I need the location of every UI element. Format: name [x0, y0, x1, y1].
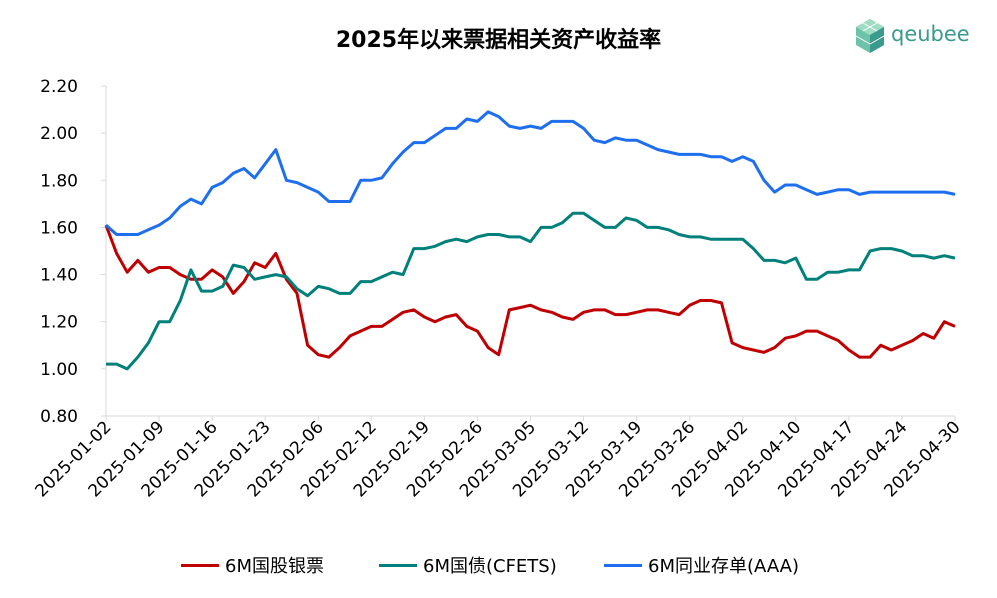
legend-swatch — [181, 563, 219, 567]
legend-item-2: 6M同业存单(AAA) — [604, 552, 799, 578]
legend-label: 6M国股银票 — [225, 556, 324, 577]
series-line-2 — [105, 110, 956, 236]
legend-swatch — [604, 563, 642, 567]
y-tick-label: 1.80 — [40, 171, 78, 191]
cube-logo-icon — [855, 19, 885, 53]
y-tick-label: 1.60 — [40, 218, 78, 238]
chart-title: 2025年以来票据相关资产收益率 — [335, 28, 662, 53]
legend: 6M国股银票 6M国债(CFETS) 6M同业存单(AAA) — [0, 552, 997, 578]
series-layer — [104, 110, 956, 371]
y-tick-label: 1.00 — [40, 360, 78, 380]
legend-label: 6M同业存单(AAA) — [648, 556, 799, 577]
y-axis: 0.80 1.00 1.20 1.40 1.60 1.80 2.00 2.20 — [40, 77, 107, 427]
y-tick-label: 2.00 — [40, 124, 78, 144]
brand-logo: qeubee — [853, 17, 983, 57]
series-line-0 — [104, 224, 956, 359]
y-tick-label: 0.80 — [40, 407, 78, 427]
legend-label: 6M国债(CFETS) — [423, 556, 557, 577]
legend-item-0: 6M国股银票 — [181, 552, 324, 578]
series-line-1 — [106, 211, 956, 371]
logo-text: qeubee — [891, 22, 970, 46]
x-axis: 2025-01-022025-01-092025-01-162025-01-23… — [32, 415, 965, 501]
y-tick-label: 2.20 — [40, 77, 78, 97]
legend-swatch — [379, 563, 417, 567]
legend-item-1: 6M国债(CFETS) — [379, 552, 557, 578]
y-tick-label: 1.40 — [40, 266, 78, 286]
y-tick-label: 1.20 — [40, 313, 78, 333]
